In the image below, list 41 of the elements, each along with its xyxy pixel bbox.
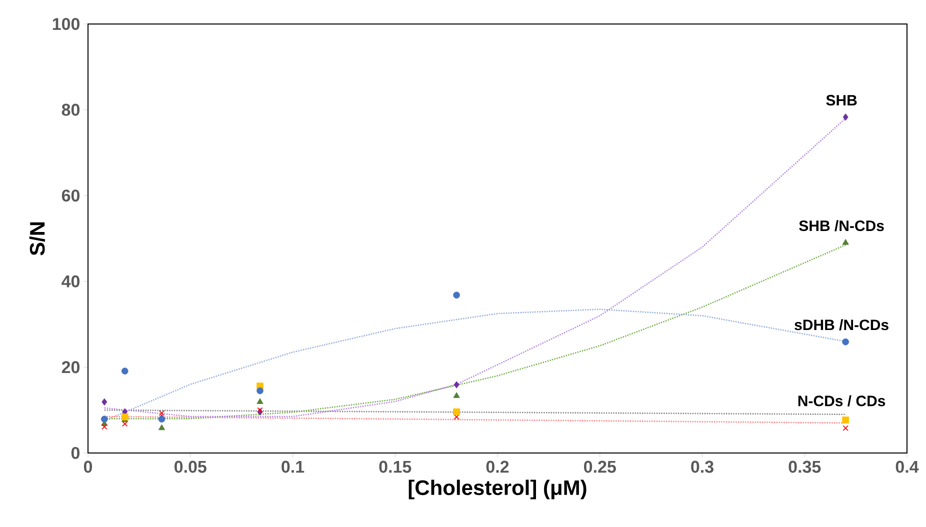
point — [842, 238, 849, 245]
x-tick-label: 0.1 — [282, 460, 304, 473]
annotation: N-CDs / CDs — [798, 395, 886, 406]
y-tick-label: 20 — [62, 361, 80, 374]
y-tick-label: 40 — [62, 275, 80, 288]
point — [121, 414, 128, 420]
x-axis-title: [Cholesterol] (μM) — [408, 480, 586, 500]
x-tick-label: 0.15 — [379, 460, 412, 473]
x-tick-label: 0.35 — [788, 460, 821, 473]
x-tick-label: 0.4 — [896, 460, 919, 473]
series-label: sDHB /N-CDs — [794, 319, 888, 330]
point — [842, 416, 849, 424]
x-tick-label: 0.3 — [691, 460, 714, 473]
point — [158, 410, 165, 416]
series-label: SHB — [826, 94, 857, 106]
point — [453, 292, 460, 299]
x-tick-label: 0.2 — [486, 460, 509, 473]
y-tick-label: 60 — [62, 190, 80, 202]
y-tick-label: 100 — [52, 18, 80, 30]
series-label: SHB /N-CDs — [799, 220, 884, 232]
y-tick-label: 0 — [71, 446, 80, 460]
point — [257, 407, 263, 413]
point — [454, 381, 460, 388]
y-axis-title: S/N — [29, 222, 45, 256]
point — [453, 408, 460, 416]
point — [121, 368, 128, 374]
point — [122, 420, 128, 427]
y-tick-label: 80 — [62, 104, 80, 116]
x-tick-label: 0 — [84, 460, 92, 473]
point — [256, 387, 264, 394]
point — [100, 416, 108, 422]
point — [842, 338, 849, 346]
point — [102, 424, 108, 430]
x-tick-label: 0.05 — [174, 460, 206, 473]
point — [453, 392, 460, 398]
point — [842, 425, 848, 431]
point — [842, 113, 848, 121]
point — [102, 398, 108, 406]
point — [256, 398, 264, 404]
x-tick-label: 0.25 — [584, 460, 616, 473]
point — [158, 424, 166, 430]
